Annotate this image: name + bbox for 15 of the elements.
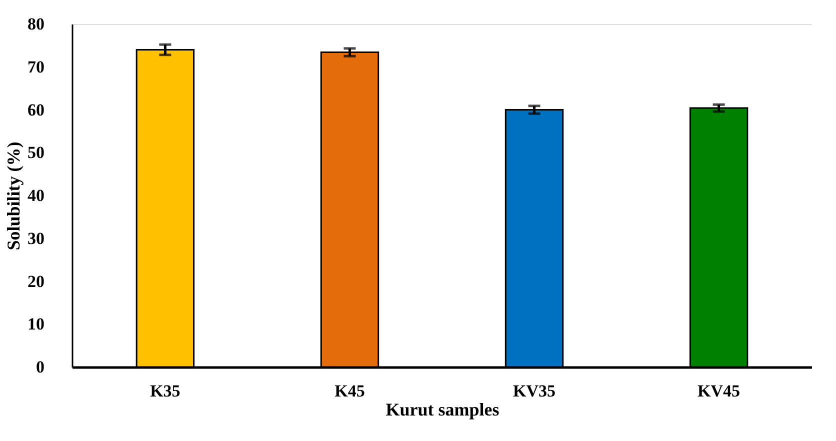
x-tick-label: K35 (150, 382, 180, 400)
y-tick-label: 70 (28, 57, 44, 76)
y-tick-label: 30 (28, 228, 44, 248)
y-tick-label: 50 (28, 143, 44, 162)
x-tick-label: KV35 (513, 382, 556, 400)
y-tick-label: 40 (28, 186, 44, 205)
y-tick-label: 10 (28, 314, 44, 334)
y-tick-label: 80 (28, 14, 44, 34)
y-tick-label: 0 (36, 358, 44, 376)
y-tick-label: 60 (28, 100, 44, 120)
x-axis-title: Kurut samples (386, 400, 500, 420)
x-tick-label: KV45 (698, 382, 740, 400)
y-tick-label: 20 (28, 272, 44, 291)
x-tick-label: K45 (334, 382, 365, 400)
y-axis-title: Solubility (%) (4, 142, 24, 250)
